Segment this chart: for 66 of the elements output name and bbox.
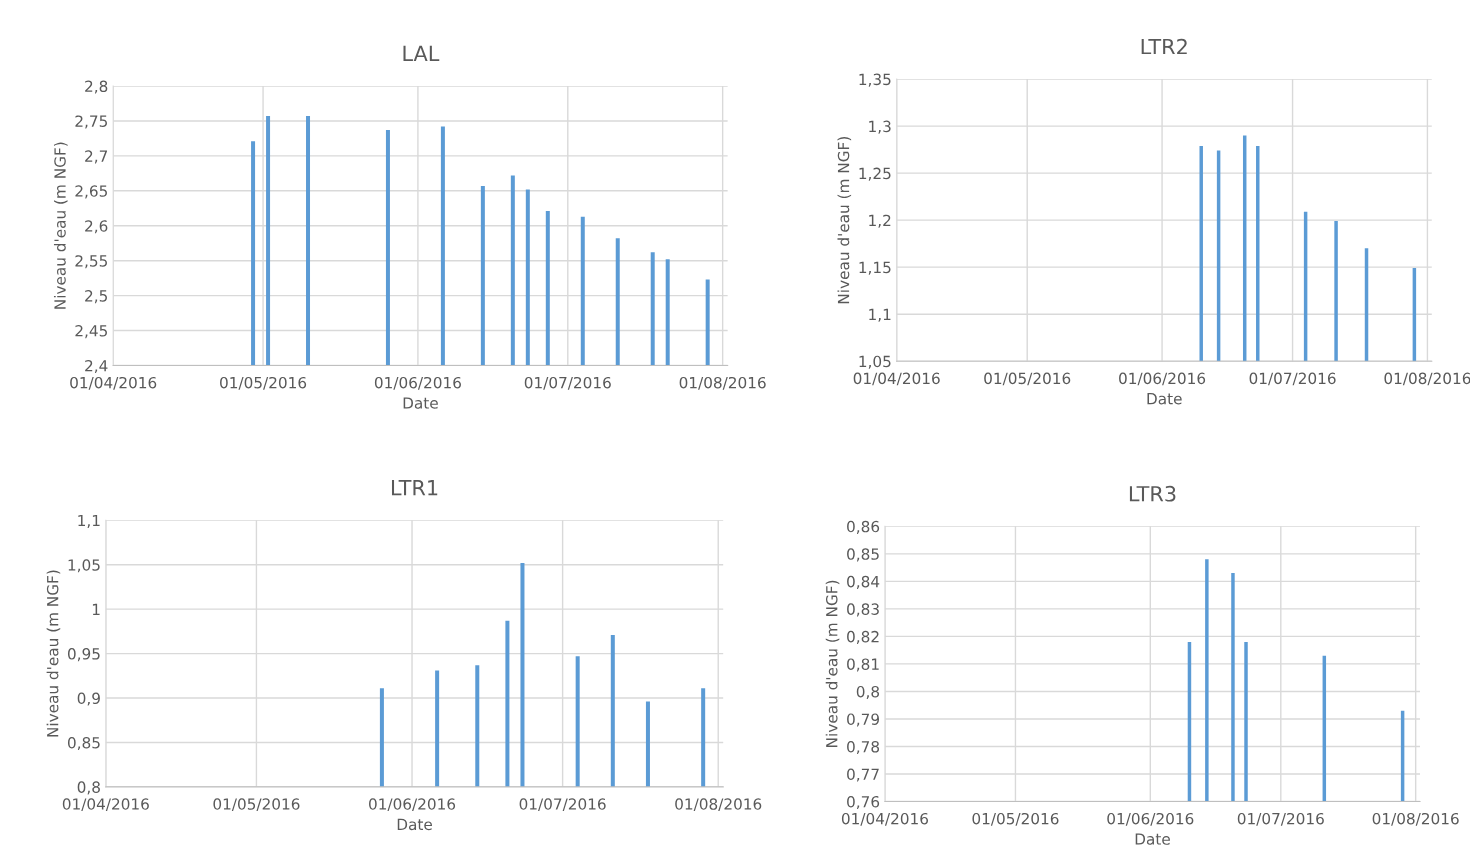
y-tick-label: 2,6 — [85, 220, 108, 234]
chart-title: LTR1 — [391, 480, 438, 496]
x-axis-title: Date — [397, 818, 432, 831]
y-tick-label: 0,86 — [847, 520, 880, 534]
y-tick-label: 1,05 — [68, 559, 100, 573]
x-tick-label: 01/06/2016 — [1119, 372, 1206, 386]
x-tick-label: 01/08/2016 — [1372, 812, 1459, 826]
chart-title: LAL — [403, 45, 440, 61]
y-tick-label: 0,85 — [67, 736, 100, 751]
x-tick-label: 01/07/2016 — [524, 376, 611, 390]
y-tick-label: 0,76 — [847, 795, 880, 810]
x-tick-label: 01/04/2016 — [62, 798, 149, 812]
y-tick-label: 2,7 — [85, 150, 108, 164]
x-tick-label: 01/04/2016 — [853, 372, 940, 386]
x-axis-title: Date — [1135, 833, 1170, 845]
y-tick-label: 0,79 — [847, 713, 880, 727]
chart-title: LTR2 — [1141, 38, 1187, 55]
y-tick-label: 0,78 — [847, 740, 880, 755]
x-axis-title: Date — [1147, 393, 1182, 405]
y-tick-label: 1,05 — [859, 355, 891, 369]
y-tick-label: 2,75 — [75, 115, 107, 129]
y-tick-label: 0,85 — [847, 548, 879, 562]
x-tick-label: 01/08/2016 — [1384, 372, 1470, 386]
y-tick-label: 0,81 — [847, 658, 879, 672]
x-tick-label: 01/07/2016 — [1249, 372, 1336, 386]
y-tick-label: 0,83 — [847, 603, 879, 617]
y-tick-label: 0,84 — [847, 575, 880, 589]
y-tick-label: 1,1 — [869, 308, 891, 322]
y-tick-label: 1,3 — [869, 120, 891, 134]
x-tick-label: 01/08/2016 — [679, 376, 766, 390]
x-tick-label: 01/04/2016 — [70, 376, 157, 390]
y-tick-label: 1,25 — [859, 167, 891, 181]
x-tick-label: 01/06/2016 — [374, 376, 461, 390]
y-tick-label: 1,2 — [869, 214, 891, 228]
y-tick-label: 1 — [92, 603, 100, 615]
y-tick-label: 1,15 — [859, 261, 891, 275]
y-tick-label: 2,65 — [75, 185, 107, 199]
y-tick-label: 2,45 — [75, 325, 107, 339]
x-tick-label: 01/07/2016 — [519, 798, 606, 812]
x-tick-label: 01/05/2016 — [972, 812, 1059, 826]
y-tick-label: 2,5 — [85, 290, 107, 304]
y-tick-label: 0,95 — [67, 648, 100, 662]
x-axis-title: Date — [403, 397, 438, 409]
y-tick-label: 1,35 — [859, 73, 891, 87]
x-tick-label: 01/06/2016 — [369, 798, 456, 812]
y-tick-label: 2,55 — [75, 255, 107, 269]
y-tick-label: 2,4 — [85, 359, 108, 374]
y-tick-label: 0,77 — [847, 768, 879, 782]
y-tick-label: 0,8 — [77, 781, 100, 795]
x-tick-label: 01/05/2016 — [220, 376, 307, 390]
y-axis-title: Niveau d'eau (m NGF) — [53, 142, 68, 309]
y-tick-label: 1,1 — [78, 514, 100, 528]
x-tick-label: 01/07/2016 — [1237, 812, 1324, 826]
x-tick-label: 01/05/2016 — [984, 372, 1071, 386]
y-tick-label: 0,9 — [77, 692, 100, 706]
x-tick-label: 01/08/2016 — [675, 798, 762, 812]
y-tick-label: 0,82 — [847, 630, 879, 644]
x-tick-label: 01/05/2016 — [213, 798, 300, 812]
y-axis-title: Niveau d'eau (m NGF) — [837, 137, 852, 304]
x-tick-label: 01/06/2016 — [1107, 812, 1194, 826]
y-axis-title: Niveau d'eau (m NGF) — [825, 580, 840, 747]
y-tick-label: 2,8 — [85, 80, 108, 94]
chart-title: LTR3 — [1129, 485, 1176, 502]
x-tick-label: 01/04/2016 — [841, 812, 929, 826]
y-tick-label: 0,8 — [856, 685, 880, 700]
y-axis-title: Niveau d'eau (m NGF) — [46, 570, 61, 737]
